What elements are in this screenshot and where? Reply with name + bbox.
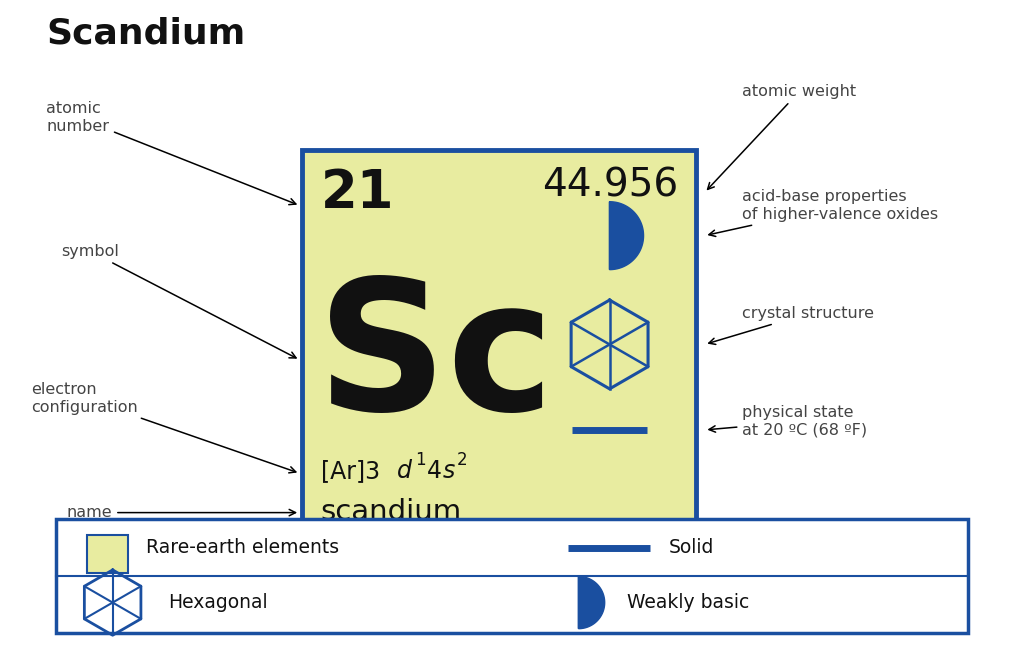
Text: Hexagonal: Hexagonal xyxy=(168,593,267,612)
Text: s: s xyxy=(442,459,455,483)
Text: scandium: scandium xyxy=(321,498,462,526)
Polygon shape xyxy=(609,202,643,270)
Text: electron
configuration: electron configuration xyxy=(31,382,296,473)
Text: 21: 21 xyxy=(321,167,394,219)
Text: 2: 2 xyxy=(457,451,467,469)
Text: symbol: symbol xyxy=(61,244,296,358)
Text: Sc: Sc xyxy=(317,272,555,448)
Text: atomic
number: atomic number xyxy=(46,101,296,204)
Text: Rare-earth elements: Rare-earth elements xyxy=(146,538,340,557)
Text: Scandium: Scandium xyxy=(46,16,246,50)
Text: name: name xyxy=(67,505,296,520)
FancyBboxPatch shape xyxy=(87,535,128,573)
Text: atomic weight: atomic weight xyxy=(708,84,856,189)
FancyBboxPatch shape xyxy=(56,519,968,633)
Polygon shape xyxy=(579,577,605,629)
Text: Weakly basic: Weakly basic xyxy=(628,593,750,612)
Text: acid-base properties
of higher-valence oxides: acid-base properties of higher-valence o… xyxy=(709,189,939,236)
Text: crystal structure: crystal structure xyxy=(709,306,874,344)
Text: d: d xyxy=(397,459,413,483)
Text: [Ar]3: [Ar]3 xyxy=(321,459,380,483)
Text: 4: 4 xyxy=(427,459,442,483)
Text: 44.956: 44.956 xyxy=(542,167,678,204)
Text: Solid: Solid xyxy=(669,538,714,557)
FancyBboxPatch shape xyxy=(302,150,696,539)
Text: physical state
at 20 ºC (68 ºF): physical state at 20 ºC (68 ºF) xyxy=(709,405,867,438)
Text: 1: 1 xyxy=(415,451,425,469)
